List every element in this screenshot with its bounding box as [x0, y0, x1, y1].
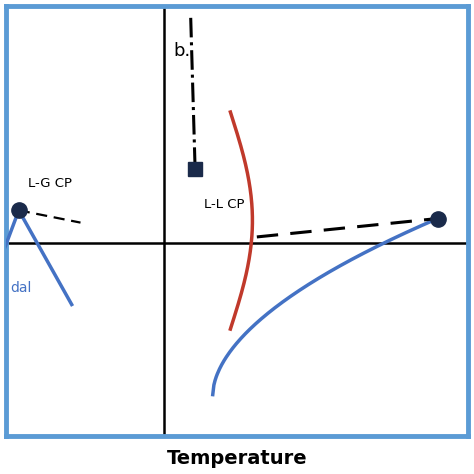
- Text: dal: dal: [10, 281, 31, 295]
- Text: L-L CP: L-L CP: [204, 198, 245, 211]
- Text: L-G CP: L-G CP: [27, 177, 72, 190]
- X-axis label: Temperature: Temperature: [167, 449, 307, 468]
- Text: b.: b.: [173, 42, 191, 60]
